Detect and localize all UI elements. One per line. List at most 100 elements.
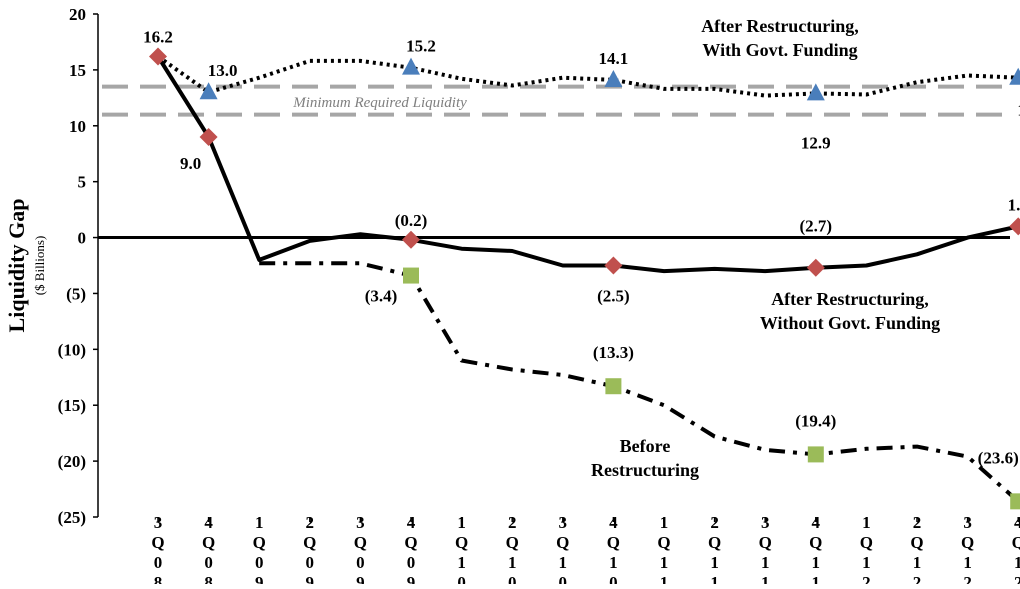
x-tick-char: Q xyxy=(556,533,569,552)
x-tick-char: Q xyxy=(860,533,873,552)
x-tick-char: 0 xyxy=(306,553,315,572)
annotation-without_funding-line-2: Without Govt. Funding xyxy=(760,313,940,333)
x-tick-char: Q xyxy=(151,533,164,552)
annotation-with_funding-line-2: With Govt. Funding xyxy=(702,40,857,60)
y-axis-label: Liquidity Gap xyxy=(4,199,29,333)
x-tick-char: 1 xyxy=(862,553,871,572)
x-tick-char: 1 xyxy=(660,573,669,584)
y-tick-label: 5 xyxy=(78,173,87,192)
x-tick-char: 2 xyxy=(508,513,517,532)
data-label-s1-5: 15.2 xyxy=(406,37,436,56)
data-label-s1-13: 12.9 xyxy=(801,133,831,152)
triangle-marker-13 xyxy=(806,83,825,101)
x-tick-char: 9 xyxy=(356,573,365,584)
x-tick-char: Q xyxy=(1012,533,1020,552)
x-tick-char: 8 xyxy=(204,573,213,584)
data-labels-group: 16.2 13.0 15.2 14.1 12.9 14.3 9.0 (0.2) (2.5) (2.… xyxy=(143,27,1020,467)
triangle-marker-5 xyxy=(402,57,420,75)
x-tick-char: 1 xyxy=(812,553,821,572)
data-label-s3-9: (13.3) xyxy=(593,343,634,362)
x-tick-char: 1 xyxy=(660,553,669,572)
diamond-marker-9 xyxy=(604,256,623,275)
x-tick-char: 9 xyxy=(255,573,264,584)
x-tick-char: Q xyxy=(657,533,670,552)
diamond-marker-17 xyxy=(1009,217,1020,236)
x-tick-char: 2 xyxy=(913,573,922,584)
x-tick-char: Q xyxy=(809,533,822,552)
x-tick-char: 4 xyxy=(1014,513,1020,532)
x-tick-char: Q xyxy=(759,533,772,552)
x-tick-char: Q xyxy=(506,533,519,552)
x-tick-char: 1 xyxy=(963,553,972,572)
x-tick-char: 2 xyxy=(1014,573,1020,584)
x-tick-char: 1 xyxy=(710,573,719,584)
data-label-s1-1: 13.0 xyxy=(208,61,238,80)
x-tick-char: 0 xyxy=(559,573,568,584)
x-tick-char: 8 xyxy=(154,573,163,584)
x-tick-char: 3 xyxy=(154,513,163,532)
data-label-s1-9: 14.1 xyxy=(599,49,629,68)
data-label-s2-13: (2.7) xyxy=(800,217,833,236)
annotation-without_funding-line-1: After Restructuring, xyxy=(771,289,929,309)
annotation-with_funding-line-1: After Restructuring, xyxy=(701,16,859,36)
data-label-s1-0: 16.2 xyxy=(143,27,173,46)
x-tick-char: 0 xyxy=(154,553,163,572)
x-tick-char: 1 xyxy=(913,553,922,572)
square-marker-5 xyxy=(403,267,419,284)
x-tick-char: 2 xyxy=(306,513,315,532)
x-tick-char: 1 xyxy=(255,513,264,532)
triangle-marker-9 xyxy=(604,69,623,87)
data-label-s2-17: 1.0 xyxy=(1008,195,1020,214)
x-tick-char: 2 xyxy=(963,573,972,584)
data-label-s3-17: (23.6) xyxy=(978,448,1019,467)
series-line-2 xyxy=(156,55,1019,274)
x-tick-char: 1 xyxy=(559,553,568,572)
min-liquidity-label: Minimum Required Liquidity xyxy=(292,95,467,111)
series-line-1 xyxy=(156,54,1019,98)
y-tick-label: 0 xyxy=(78,229,87,248)
x-tick-char: Q xyxy=(404,533,417,552)
annotation-before-line-2: Restructuring xyxy=(591,460,699,480)
square-marker-9 xyxy=(605,378,622,395)
data-label-s2-1: 9.0 xyxy=(180,154,201,173)
x-tick-char: 1 xyxy=(761,553,770,572)
x-tick-char: 0 xyxy=(255,553,264,572)
x-tick-char: 0 xyxy=(457,573,466,584)
x-tick-char: Q xyxy=(910,533,923,552)
x-tick-char: Q xyxy=(961,533,974,552)
y-tick-label: (20) xyxy=(58,452,86,471)
x-tick-char: Q xyxy=(455,533,468,552)
x-tick-char: 3 xyxy=(963,513,972,532)
reference-lines-group xyxy=(102,84,1008,117)
data-label-s1-17: 14.3 xyxy=(1017,101,1020,120)
x-tick-char: 1 xyxy=(862,513,871,532)
x-tick-char: 0 xyxy=(204,553,213,572)
x-tick-char: 4 xyxy=(407,513,416,532)
x-tick-char: Q xyxy=(303,533,316,552)
data-label-s2-9: (2.5) xyxy=(597,287,630,306)
square-marker-17 xyxy=(1010,493,1020,510)
series-group xyxy=(156,54,1020,503)
x-tick-char: 3 xyxy=(559,513,568,532)
diamond-marker-0 xyxy=(149,47,167,66)
x-tick-char: 0 xyxy=(508,573,517,584)
data-label-s3-13: (19.4) xyxy=(795,411,836,430)
x-tick-char: 4 xyxy=(812,513,821,532)
x-tick-char: Q xyxy=(708,533,721,552)
x-tick-char: Q xyxy=(607,533,620,552)
x-tick-char: 0 xyxy=(609,573,618,584)
x-tick-char: 2 xyxy=(710,513,719,532)
y-tick-label: 15 xyxy=(69,61,86,80)
triangle-marker-1 xyxy=(199,82,218,100)
diamond-marker-5 xyxy=(402,230,420,249)
x-tick-char: 1 xyxy=(1014,553,1020,572)
